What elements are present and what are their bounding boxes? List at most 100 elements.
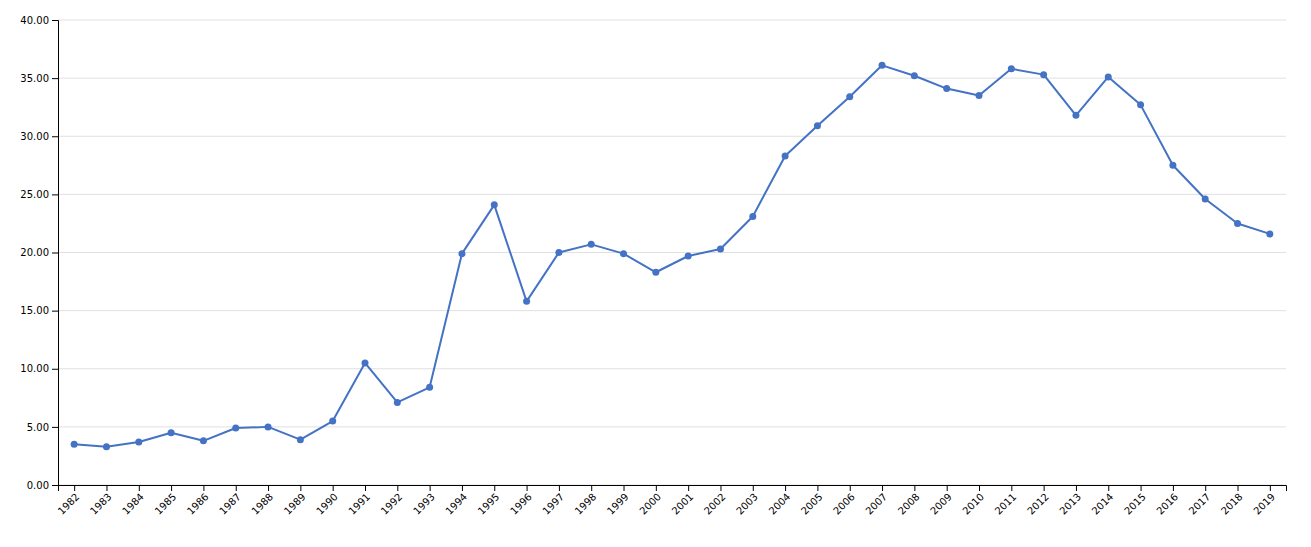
- x-axis: 198219831984 1985198619871988 198919901991…: [56, 485, 1287, 517]
- x-tick-mark: [527, 485, 528, 491]
- x-tick-mark: [656, 485, 657, 491]
- x-tick-label: 1984: [120, 491, 146, 517]
- point: [814, 122, 821, 129]
- x-tick-mark: [1076, 485, 1077, 491]
- x-tick: 2017: [1187, 485, 1213, 517]
- point: [1008, 65, 1015, 72]
- x-tick-label: 2000: [637, 491, 663, 517]
- x-tick: 2019: [1251, 485, 1277, 517]
- x-tick: 2011: [993, 485, 1019, 517]
- x-tick-mark: [365, 485, 366, 491]
- x-tick: 2013: [1057, 485, 1083, 517]
- x-tick-label: 2014: [1090, 491, 1116, 517]
- y-tick: 10.00: [20, 363, 58, 374]
- x-tick-label: 1988: [249, 491, 275, 517]
- y-tick-label: 30.00: [20, 131, 49, 142]
- x-tick: 2015: [1122, 485, 1148, 517]
- y-tick-label: 0.00: [27, 480, 49, 491]
- grid-line: [58, 368, 1286, 369]
- x-tick-label: 2019: [1251, 491, 1277, 517]
- x-tick: 2007: [863, 485, 889, 517]
- x-tick-label: 1991: [346, 491, 372, 517]
- x-tick-mark: [1270, 485, 1271, 491]
- x-tick-mark: [1108, 485, 1109, 491]
- point: [1105, 73, 1112, 80]
- x-tick: 1982: [56, 485, 82, 517]
- point: [879, 62, 886, 69]
- grid-line: [58, 310, 1286, 311]
- x-tick-mark: [979, 485, 980, 491]
- x-tick-mark: [397, 485, 398, 491]
- point: [749, 213, 756, 220]
- point: [71, 441, 78, 448]
- y-tick: 30.00: [20, 131, 58, 142]
- x-tick-label: 1985: [153, 491, 179, 517]
- point: [265, 423, 272, 430]
- point: [1202, 196, 1209, 203]
- x-tick: 1986: [185, 485, 211, 517]
- x-tick-label: 1990: [314, 491, 340, 517]
- x-tick-label: 1998: [573, 491, 599, 517]
- point: [103, 443, 110, 450]
- point: [491, 201, 498, 208]
- point: [297, 436, 304, 443]
- plot-area: [71, 62, 1274, 450]
- x-tick: 2012: [1025, 485, 1051, 517]
- point: [1137, 101, 1144, 108]
- point: [782, 153, 789, 160]
- x-tick: 1989: [282, 485, 308, 517]
- x-tick-mark: [882, 485, 883, 491]
- x-tick-mark: [591, 485, 592, 491]
- y-tick-mark: [52, 20, 58, 21]
- x-tick: 1993: [411, 485, 437, 517]
- x-tick-label: 2016: [1154, 491, 1180, 517]
- y-tick-mark: [52, 78, 58, 79]
- point: [1040, 71, 1047, 78]
- y-tick-label: 35.00: [20, 73, 49, 84]
- point: [394, 399, 401, 406]
- x-tick-mark: [688, 485, 689, 491]
- x-tick-mark: [300, 485, 301, 491]
- x-tick-label: 1987: [217, 491, 243, 517]
- x-tick: 1995: [476, 485, 502, 517]
- y-tick: 5.00: [27, 422, 58, 433]
- x-tick-label: 2012: [1025, 491, 1051, 517]
- point: [458, 250, 465, 257]
- x-tick-label: 1997: [540, 491, 566, 517]
- axis-domain: [52, 21, 59, 486]
- x-tick-label: 1993: [411, 491, 437, 517]
- x-tick-mark: [1141, 485, 1142, 491]
- y-tick-label: 20.00: [20, 247, 49, 258]
- grid-line: [58, 194, 1286, 195]
- line: [74, 65, 1270, 446]
- point: [426, 384, 433, 391]
- y-tick-mark: [52, 369, 58, 370]
- x-tick-label: 2005: [799, 491, 825, 517]
- grid: [58, 20, 1286, 485]
- x-tick-mark: [559, 485, 560, 491]
- x-tick-label: 1986: [185, 491, 211, 517]
- x-tick: 2006: [831, 485, 857, 517]
- x-tick: 1984: [120, 485, 146, 517]
- x-tick: 1999: [605, 485, 631, 517]
- y-tick-mark: [52, 253, 58, 254]
- x-tick: 1990: [314, 485, 340, 517]
- x-tick-label: 1994: [443, 491, 469, 517]
- x-tick: 2002: [702, 485, 728, 517]
- x-tick-mark: [720, 485, 721, 491]
- x-tick: 2014: [1090, 485, 1116, 517]
- axis-domain: [59, 486, 1287, 492]
- x-tick: 2003: [734, 485, 760, 517]
- x-tick: 2008: [896, 485, 922, 517]
- x-tick-mark: [139, 485, 140, 491]
- x-tick-mark: [494, 485, 495, 491]
- point: [1072, 112, 1079, 119]
- y-tick: 20.00: [20, 247, 58, 258]
- y-tick-label: 25.00: [20, 189, 49, 200]
- point: [232, 425, 239, 432]
- x-tick: 1994: [443, 485, 469, 517]
- x-tick-label: 1996: [508, 491, 534, 517]
- x-tick-label: 1983: [88, 491, 114, 517]
- x-tick-mark: [268, 485, 269, 491]
- x-tick-mark: [106, 485, 107, 491]
